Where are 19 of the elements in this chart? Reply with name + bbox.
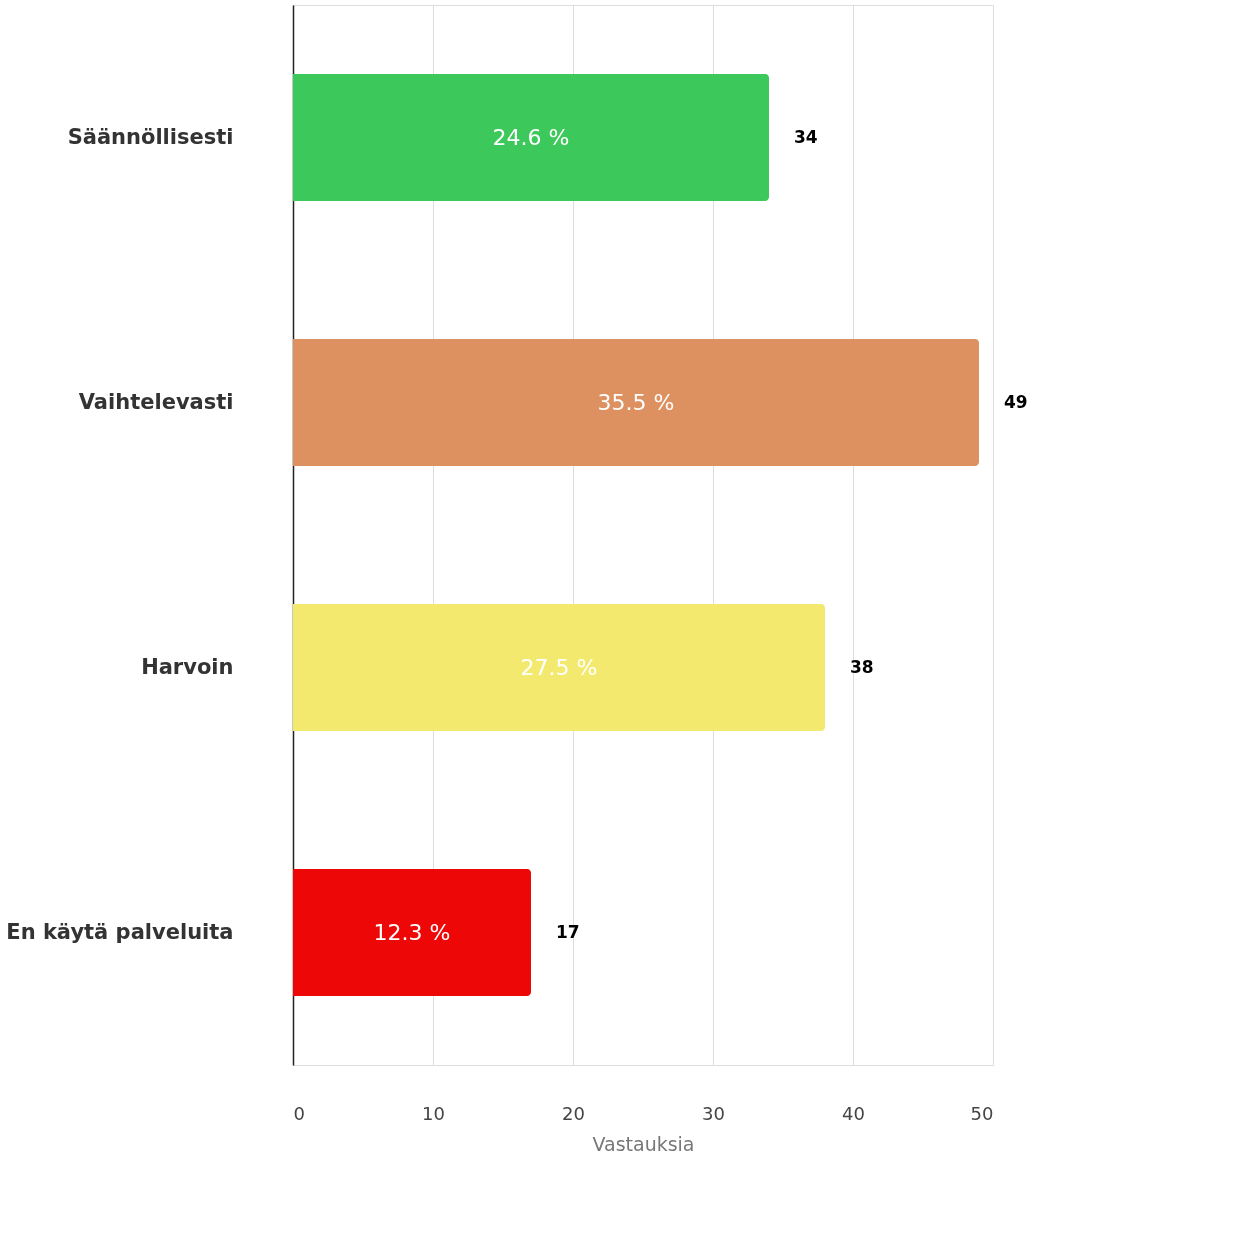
annotation: 27.5 % <box>520 654 598 680</box>
annotation: 24.6 % <box>492 124 570 150</box>
y-tick-label: Harvoin <box>141 654 234 679</box>
data-label: 49 <box>1004 391 1028 412</box>
x-tick-label: 20 <box>562 1102 585 1124</box>
x-axis-title: Vastauksia <box>592 1132 695 1155</box>
x-tick-label: 0 <box>293 1102 305 1124</box>
x-tick-label: 30 <box>702 1102 725 1124</box>
x-tick-label: 40 <box>842 1102 865 1124</box>
x-tick-label: 50 <box>970 1102 994 1124</box>
y-tick-label: Säännöllisesti <box>67 124 234 149</box>
y-tick-label: En käytä palveluita <box>6 919 234 944</box>
y-tick-label: Vaihtelevasti <box>78 389 234 414</box>
annotation: 35.5 % <box>597 389 675 415</box>
data-label: 34 <box>794 126 818 147</box>
x-tick-label: 10 <box>422 1102 445 1124</box>
data-label: 38 <box>850 656 874 677</box>
data-label: 17 <box>556 921 580 942</box>
annotation: 12.3 % <box>373 919 451 945</box>
